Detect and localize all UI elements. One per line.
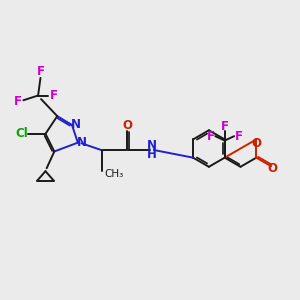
Text: F: F	[50, 89, 57, 102]
Text: O: O	[251, 137, 261, 150]
Text: F: F	[235, 130, 243, 143]
Text: F: F	[14, 95, 22, 108]
Text: O: O	[122, 119, 132, 132]
Text: H: H	[146, 148, 156, 160]
Text: F: F	[37, 65, 44, 79]
Text: F: F	[221, 120, 229, 133]
Text: N: N	[71, 118, 81, 131]
Text: Cl: Cl	[16, 127, 28, 140]
Text: F: F	[207, 130, 214, 143]
Text: N: N	[77, 136, 87, 149]
Text: O: O	[267, 162, 277, 175]
Text: CH₃: CH₃	[105, 169, 124, 178]
Text: N: N	[146, 140, 157, 152]
